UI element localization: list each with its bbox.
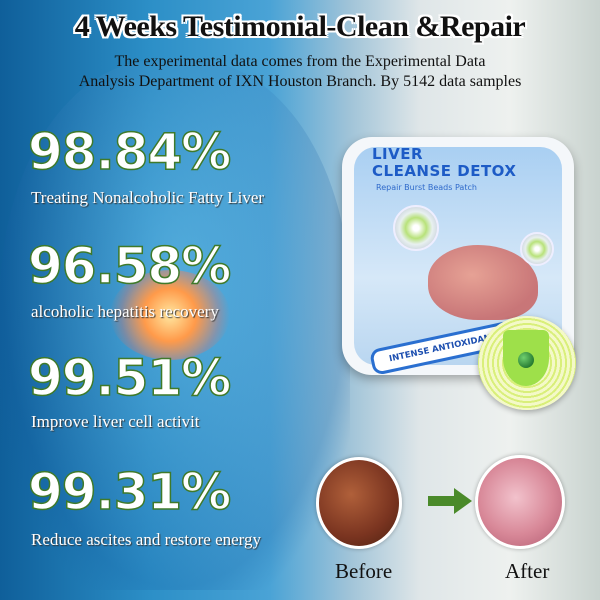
subtitle-line: The experimental data comes from the Exp…	[114, 53, 486, 70]
before-label: Before	[335, 559, 393, 583]
product-tagline: Repair Burst Beads Patch	[376, 183, 477, 192]
stat-value: 99.31%	[27, 463, 232, 521]
subtitle: The experimental data comes from the Exp…	[0, 52, 600, 92]
stat-value: 99.51%	[27, 349, 232, 407]
bead-icon	[393, 205, 439, 251]
product-name-line: LIVER	[372, 145, 424, 163]
stat-label: Reduce ascites and restore energy	[31, 530, 262, 549]
stat-value: 98.84%	[27, 123, 232, 181]
before-image	[316, 457, 402, 549]
bead-icon	[520, 232, 554, 266]
subtitle-line: Analysis Department of IXN Houston Branc…	[78, 73, 522, 90]
inflammation-glow	[110, 270, 230, 360]
stat-label: Improve liver cell activit	[31, 412, 200, 431]
stat-label: Treating Nonalcoholic Fatty Liver	[31, 188, 265, 207]
arrow-right-icon	[428, 488, 472, 514]
after-label: After	[505, 559, 550, 583]
page-title: 4 Weeks Testimonial-Clean &Repair	[74, 10, 526, 43]
after-image	[475, 455, 565, 549]
product-name: LIVER CLEANSE DETOX	[372, 146, 516, 180]
liver-image	[428, 245, 538, 320]
product-name-line: CLEANSE DETOX	[372, 162, 517, 180]
stat-label: alcoholic hepatitis recovery	[31, 302, 219, 321]
stat-value: 96.58%	[27, 237, 232, 295]
bead-dot-icon	[518, 352, 534, 368]
